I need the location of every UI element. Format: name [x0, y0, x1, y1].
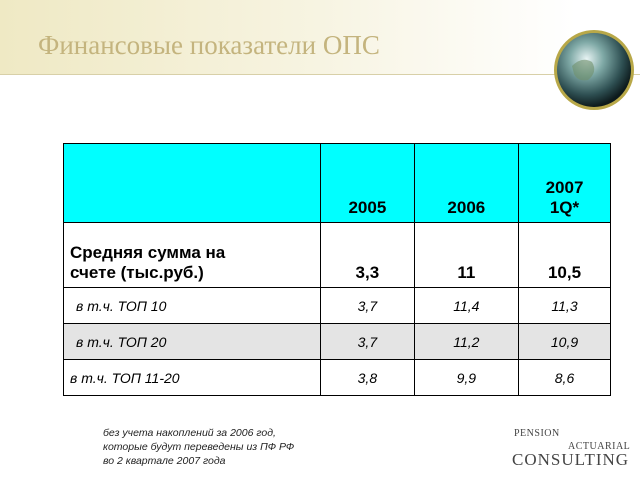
table-cell: 3,8: [320, 359, 415, 396]
logo: PENSION ACTUARIAL CONSULTING: [510, 428, 630, 472]
globe-icon: [554, 30, 634, 110]
logo-text: CONSULTING: [512, 450, 630, 469]
table-cell: 11,4: [413, 287, 520, 324]
table-row: Средняя сумма на счете (тыс.руб.) 3,3 11 10…: [62, 222, 611, 288]
table-cell: 3,3: [320, 222, 415, 288]
footnote-line: которые будут переведены из ПФ РФ: [103, 441, 295, 453]
logo-text: PENSION: [514, 428, 560, 439]
row-label: в т.ч. ТОП 10: [76, 297, 167, 314]
table-row: в т.ч. ТОП 10 3,7 11,4 11,3: [62, 287, 611, 324]
table-row: в т.ч. ТОП 11-20 3,8 9,9 8,6: [62, 359, 611, 396]
table-cell: 11: [413, 222, 520, 288]
header-cell: 2007 1Q*: [518, 143, 611, 223]
table-cell: в т.ч. ТОП 10: [62, 287, 322, 324]
table-cell: 9,9: [413, 359, 520, 396]
table-cell: в т.ч. ТОП 20: [62, 323, 322, 360]
table-row: в т.ч. ТОП 20 3,7 11,2 10,9: [62, 323, 611, 360]
row-label: Средняя сумма на счете (тыс.руб.): [70, 243, 226, 282]
header-text: 2007: [545, 178, 584, 197]
footnote-line: без учета накоплений за 2006 год,: [103, 427, 276, 439]
table-cell: 11,3: [518, 287, 611, 324]
table-cell: 11,2: [413, 323, 520, 360]
table-cell: 3,7: [320, 287, 415, 324]
header-cell: 2005: [320, 143, 415, 223]
table-cell: Средняя сумма на счете (тыс.руб.): [62, 222, 322, 288]
footnote-line: во 2 квартале 2007 года: [103, 455, 226, 467]
footnote: без учета накоплений за 2006 год, которые…: [103, 426, 294, 468]
title-bar: [0, 0, 640, 75]
header-row: 2005 2006 2007 1Q*: [62, 143, 611, 223]
row-label: в т.ч. ТОП 20: [76, 333, 167, 350]
data-table: 2005 2006 2007 1Q* Средняя сумма на счете (т…: [62, 143, 611, 396]
globe-land: [572, 59, 595, 81]
table-cell: в т.ч. ТОП 11-20: [62, 359, 322, 396]
logo-text: ACTUARIAL: [568, 441, 631, 452]
table-cell: 8,6: [518, 359, 611, 396]
header-cell: [62, 143, 322, 223]
table-cell: 10,5: [518, 222, 611, 288]
table-cell: 10,9: [518, 323, 611, 360]
header-text: 1Q*: [549, 198, 580, 217]
header-cell: 2006: [413, 143, 520, 223]
table-cell: 3,7: [320, 323, 415, 360]
row-label: в т.ч. ТОП 11-20: [70, 369, 180, 386]
slide-title: Финансовые показатели ОПС: [38, 30, 380, 60]
